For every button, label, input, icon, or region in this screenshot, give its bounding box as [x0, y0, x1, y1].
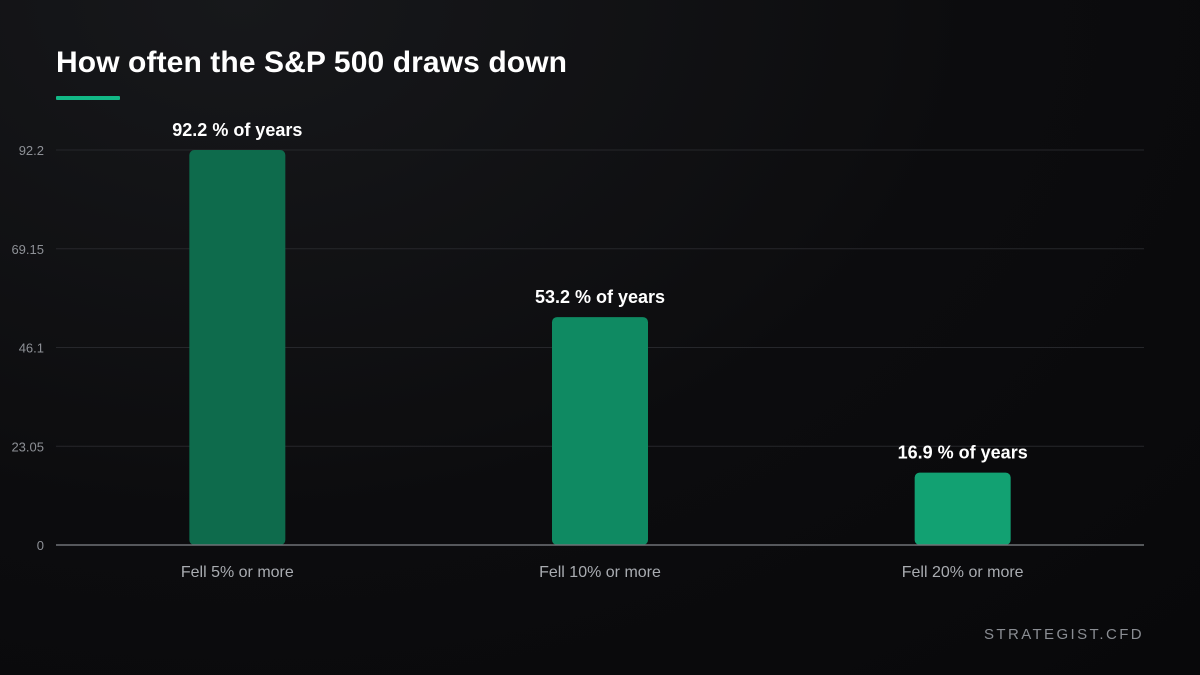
- bar: [189, 150, 286, 545]
- x-tick-label: Fell 20% or more: [902, 564, 1024, 581]
- y-tick-label: 23.05: [11, 439, 44, 454]
- x-tick-label: Fell 10% or more: [539, 564, 661, 581]
- data-label: 92.2 % of years: [172, 120, 302, 140]
- bar: [914, 472, 1011, 545]
- brand-watermark: STRATEGIST.CFD: [984, 626, 1144, 643]
- y-tick-label: 0: [37, 538, 44, 553]
- y-tick-label: 92.2: [19, 143, 44, 158]
- x-tick-label: Fell 5% or more: [181, 564, 294, 581]
- data-label: 16.9 % of years: [898, 443, 1028, 463]
- y-tick-label: 46.1: [19, 341, 44, 356]
- chart-title: How often the S&P 500 draws down: [56, 46, 568, 79]
- y-tick-label: 69.15: [11, 242, 44, 257]
- bar: [552, 317, 648, 545]
- title-accent-bar: [56, 96, 120, 100]
- data-label: 53.2 % of years: [535, 287, 665, 307]
